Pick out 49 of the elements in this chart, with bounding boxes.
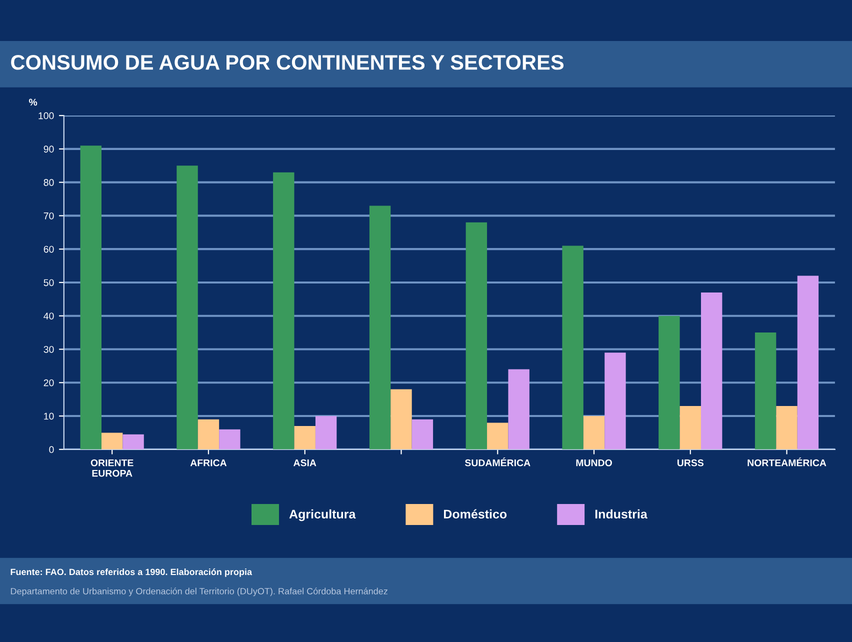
bar: [658, 316, 680, 450]
bar: [80, 146, 102, 450]
bar: [680, 406, 701, 450]
chart-title: CONSUMO DE AGUA POR CONTINENTES Y SECTORES: [11, 55, 564, 70]
bar: [487, 422, 508, 450]
bar: [176, 166, 198, 450]
bar: [101, 432, 123, 450]
bar: [315, 416, 337, 450]
x-tick-label: URSS: [677, 459, 704, 466]
x-tick-label: SUDAMÉRICA: [464, 458, 530, 466]
y-tick-label: 50: [44, 279, 54, 286]
bar: [583, 416, 605, 450]
source-note: Fuente: FAO. Datos referidos a 1990. Elaboración propia: [10, 568, 252, 577]
y-tick-label: 100: [38, 112, 54, 120]
bar: [508, 369, 530, 450]
y-tick-label: 40: [44, 312, 54, 320]
bar: [122, 434, 144, 450]
bar: [797, 276, 819, 450]
y-tick-label: 0: [49, 446, 54, 454]
legend-label: Industria: [595, 509, 648, 519]
bar: [198, 419, 220, 450]
text: Departamento de Urbanismo y Ordenación del Territorio (DUyOT). Rafael Córdoba Hernández: [10, 588, 388, 596]
y-tick-label: 90: [44, 146, 54, 153]
bar: [390, 389, 412, 450]
y-axis-title: %: [28, 98, 38, 106]
bar: [604, 352, 626, 450]
x-tick-label: ORIENTE EUROPA: [90, 459, 134, 477]
legend-label: Agricultura: [289, 509, 356, 522]
bar: [776, 406, 798, 450]
x-tick-label: AFRICA: [190, 459, 227, 466]
y-tick-label: 80: [44, 179, 54, 186]
legend-label: Doméstico: [444, 509, 507, 519]
bar: [700, 292, 722, 450]
bar: [466, 222, 488, 450]
bar: [754, 332, 776, 450]
bar: [562, 246, 584, 450]
bar: [369, 206, 391, 450]
y-tick-label: 10: [44, 412, 54, 420]
bar: [273, 172, 294, 450]
bar: [294, 426, 316, 450]
bar: [219, 429, 240, 450]
y-tick-label: 20: [44, 379, 54, 386]
x-tick-label: NORTEAMÉRICA: [748, 458, 826, 466]
y-tick-label: 30: [44, 346, 54, 353]
x-tick-label: ASIA: [293, 459, 316, 466]
y-tick-label: 70: [44, 212, 54, 220]
x-tick-label: MUNDO: [576, 459, 612, 466]
bar: [412, 419, 434, 450]
y-tick-label: 60: [44, 246, 54, 253]
